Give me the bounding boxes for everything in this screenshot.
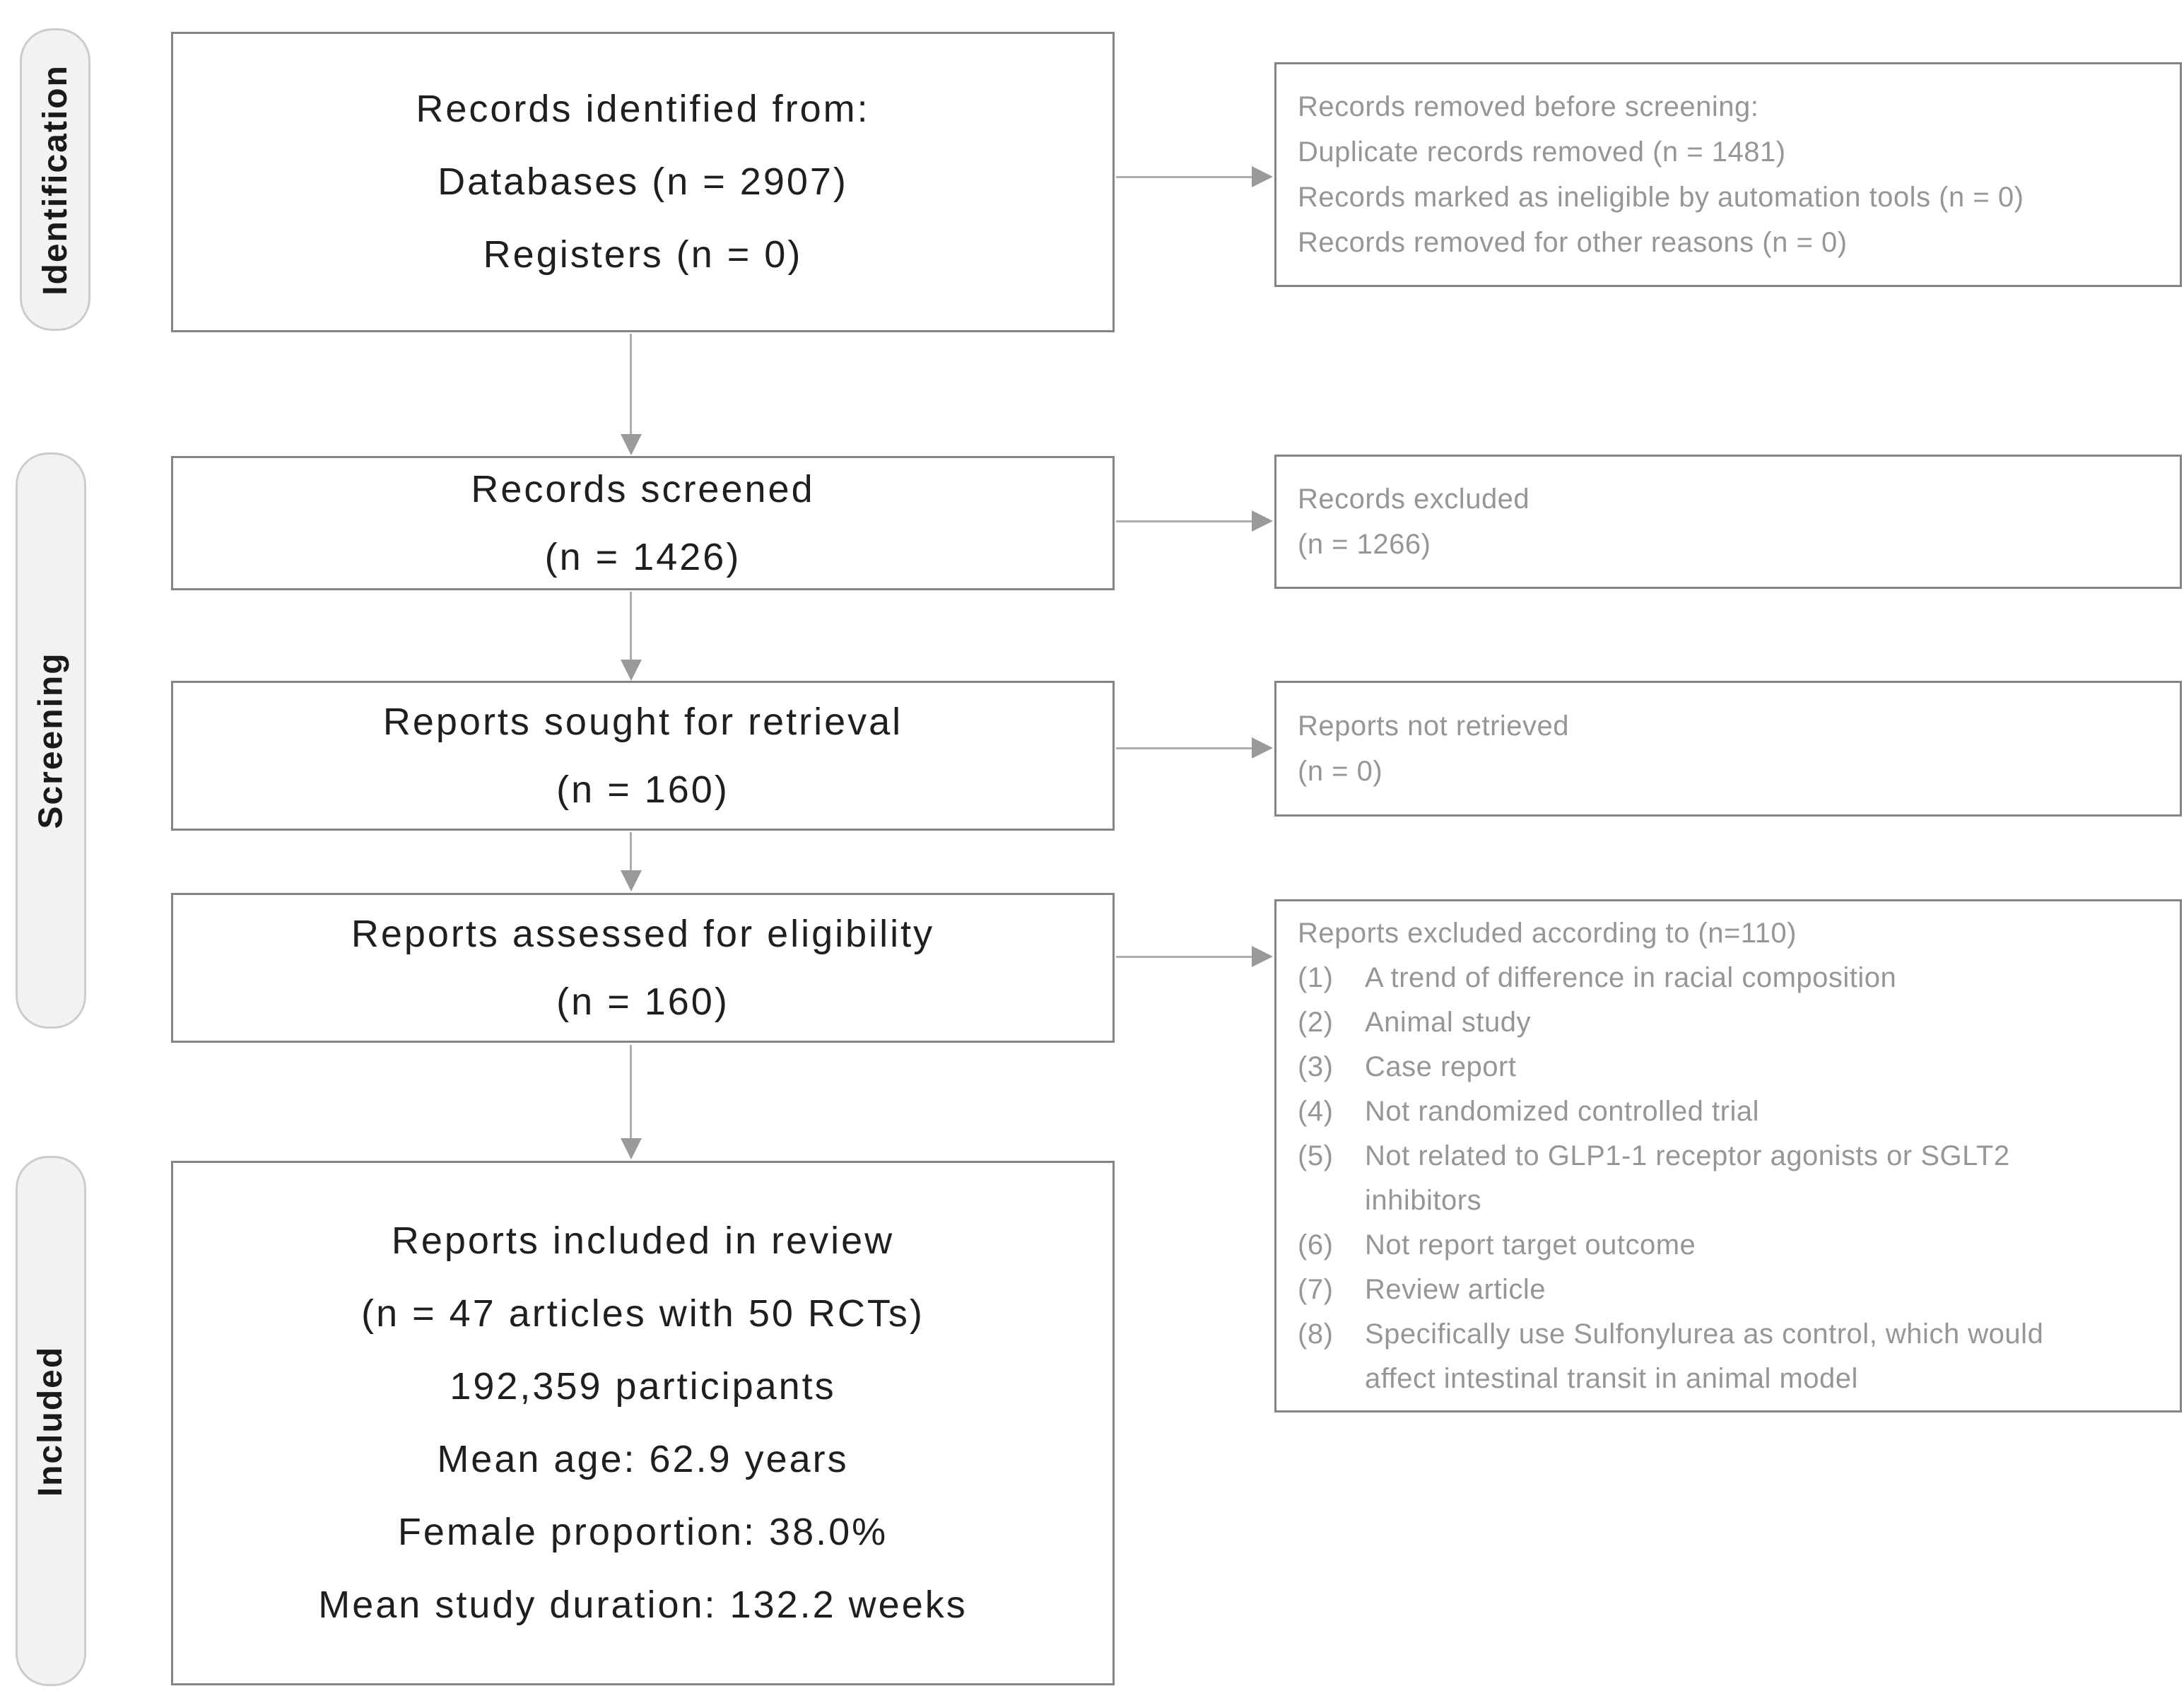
box-text-line: 192,359 participants: [450, 1365, 836, 1408]
arrow-right-icon: [1252, 166, 1273, 187]
item-marker: (8): [1298, 1318, 1334, 1350]
exclusion-item: (3) Case report: [1298, 1045, 2159, 1089]
arrow-down-icon: [621, 870, 642, 891]
exclusion-item: (8) Specifically use Sulfonylurea as con…: [1298, 1312, 2159, 1401]
item-text: Not related to GLP1-1 receptor agonists …: [1365, 1140, 2010, 1216]
box-text-line: (n = 1426): [544, 536, 741, 578]
item-marker: (1): [1298, 962, 1334, 993]
box-text-line: Reports included in review: [391, 1219, 895, 1262]
arrow-right-icon: [1252, 946, 1273, 967]
item-text: Animal study: [1365, 1007, 1531, 1038]
box-text-line: Mean study duration: 132.2 weeks: [318, 1584, 968, 1626]
item-marker: (6): [1298, 1229, 1334, 1260]
box-text-line: (n = 160): [556, 768, 729, 811]
box-text-line: (n = 160): [556, 981, 729, 1023]
exclusion-item: (2) Animal study: [1298, 1000, 2159, 1045]
item-marker: (4): [1298, 1096, 1334, 1127]
box-reports-excluded-reasons: Reports excluded according to (n=110) (1…: [1274, 899, 2182, 1412]
side-text-line: (n = 1266): [1298, 529, 1431, 560]
item-marker: (3): [1298, 1051, 1334, 1082]
box-records-identified: Records identified from: Databases (n = …: [171, 32, 1115, 332]
box-text-line: Records screened: [471, 468, 815, 510]
arrow-line: [630, 1045, 632, 1141]
item-text: A trend of difference in racial composit…: [1365, 962, 1897, 993]
stage-tab-screening: Screening: [16, 452, 86, 1029]
arrow-down-icon: [621, 1138, 642, 1159]
item-text: Specifically use Sulfonylurea as control…: [1365, 1318, 2044, 1394]
arrow-down-icon: [621, 434, 642, 455]
box-text-line: Databases (n = 2907): [438, 160, 848, 203]
box-reports-included: Reports included in review (n = 47 artic…: [171, 1161, 1115, 1685]
side-text-line: Records removed before screening:: [1298, 91, 1759, 122]
exclusion-item: (4) Not randomized controlled trial: [1298, 1089, 2159, 1134]
box-text-line: Registers (n = 0): [483, 233, 803, 276]
stage-label-screening: Screening: [32, 652, 70, 829]
exclusion-item: (5) Not related to GLP1-1 receptor agoni…: [1298, 1134, 2159, 1223]
box-text-line: Reports assessed for eligibility: [351, 913, 935, 955]
box-text-line: (n = 47 articles with 50 RCTs): [361, 1292, 924, 1335]
arrow-down-icon: [621, 660, 642, 681]
box-records-excluded: Records excluded (n = 1266): [1274, 455, 2182, 589]
item-marker: (5): [1298, 1140, 1334, 1171]
stage-tab-included: Included: [16, 1156, 86, 1686]
side-text-line: Records removed for other reasons (n = 0…: [1298, 227, 1848, 258]
item-marker: (2): [1298, 1007, 1334, 1038]
exclusion-item: (7) Review article: [1298, 1268, 2159, 1312]
exclusion-item: (1) A trend of difference in racial comp…: [1298, 956, 2159, 1000]
box-text-line: Female proportion: 38.0%: [397, 1511, 888, 1553]
arrow-line: [1116, 520, 1253, 522]
item-marker: (7): [1298, 1274, 1334, 1305]
box-reports-assessed: Reports assessed for eligibility (n = 16…: [171, 893, 1115, 1043]
arrow-right-icon: [1252, 737, 1273, 759]
box-reports-sought: Reports sought for retrieval (n = 160): [171, 681, 1115, 831]
item-text: Not report target outcome: [1365, 1229, 1696, 1260]
box-text-line: Mean age: 62.9 years: [437, 1438, 849, 1480]
stage-tab-identification: Identification: [20, 28, 90, 331]
side-text-line: Records excluded: [1298, 484, 1530, 515]
item-text: Not randomized controlled trial: [1365, 1096, 1759, 1127]
arrow-line: [630, 592, 632, 662]
arrow-right-icon: [1252, 510, 1273, 532]
stage-label-included: Included: [32, 1345, 70, 1497]
exclusion-item: (6) Not report target outcome: [1298, 1223, 2159, 1268]
side-text-line: (n = 0): [1298, 756, 1383, 787]
box-records-screened: Records screened (n = 1426): [171, 456, 1115, 590]
side-text-line: Duplicate records removed (n = 1481): [1298, 136, 1786, 168]
side-text-line: Reports not retrieved: [1298, 710, 1570, 742]
box-records-removed: Records removed before screening: Duplic…: [1274, 62, 2182, 287]
box-text-line: Records identified from:: [416, 88, 870, 130]
side-box-title: Reports excluded according to (n=110): [1298, 918, 1797, 949]
item-text: Review article: [1365, 1274, 1546, 1305]
arrow-line: [630, 832, 632, 873]
item-text: Case report: [1365, 1051, 1517, 1082]
box-reports-not-retrieved: Reports not retrieved (n = 0): [1274, 681, 2182, 817]
side-text-line: Records marked as ineligible by automati…: [1298, 182, 2024, 213]
arrow-line: [1116, 747, 1253, 749]
arrow-line: [630, 334, 632, 437]
stage-label-identification: Identification: [36, 64, 74, 296]
arrow-line: [1116, 176, 1253, 178]
arrow-line: [1116, 956, 1253, 958]
box-text-line: Reports sought for retrieval: [382, 701, 903, 743]
